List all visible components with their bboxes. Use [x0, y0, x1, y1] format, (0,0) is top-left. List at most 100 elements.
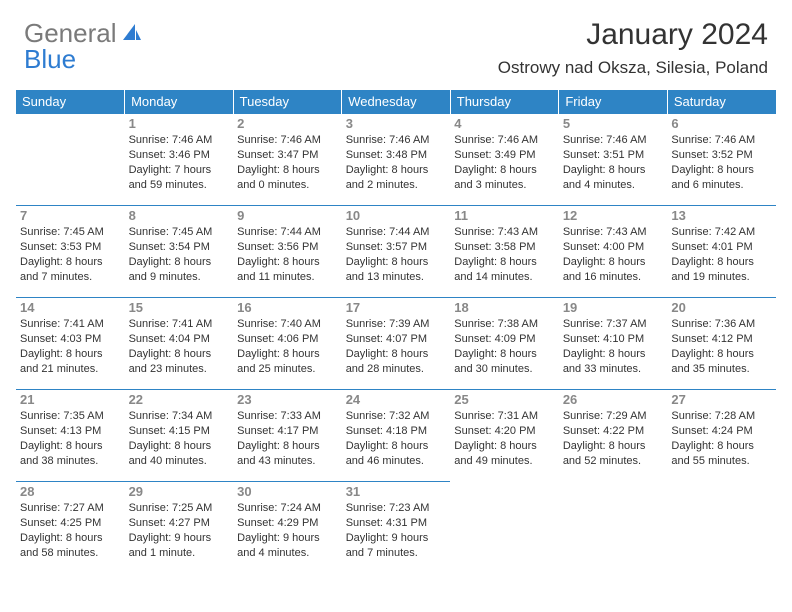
day-header: Saturday: [667, 90, 776, 114]
calendar-cell: 23 Sunrise: 7:33 AMSunset: 4:17 PMDayligh…: [233, 390, 342, 482]
day-info: Sunrise: 7:40 AMSunset: 4:06 PMDaylight:…: [237, 317, 338, 376]
day-header: Monday: [125, 90, 234, 114]
calendar-cell: 10 Sunrise: 7:44 AMSunset: 3:57 PMDayligh…: [342, 206, 451, 298]
day-number: 19: [563, 300, 664, 315]
day-number: 2: [237, 116, 338, 131]
calendar-cell: 6 Sunrise: 7:46 AMSunset: 3:52 PMDaylight…: [667, 114, 776, 206]
calendar-cell: 1Sunrise: 7:46 AMSunset: 3:46 PMDaylight…: [125, 114, 234, 206]
calendar-cell: 20 Sunrise: 7:36 AMSunset: 4:12 PMDayligh…: [667, 298, 776, 390]
day-info: Sunrise: 7:23 AMSunset: 4:31 PMDaylight:…: [346, 501, 447, 560]
calendar-cell: 15 Sunrise: 7:41 AMSunset: 4:04 PMDayligh…: [125, 298, 234, 390]
day-info: Sunrise: 7:28 AMSunset: 4:24 PMDaylight:…: [671, 409, 772, 468]
day-header: Friday: [559, 90, 668, 114]
calendar-cell: 28Sunrise: 7:27 AMSunset: 4:25 PMDayligh…: [16, 482, 125, 574]
day-info: Sunrise: 7:24 AMSunset: 4:29 PMDaylight:…: [237, 501, 338, 560]
calendar-cell: 25Sunrise: 7:31 AMSunset: 4:20 PMDayligh…: [450, 390, 559, 482]
day-info: Sunrise: 7:44 AMSunset: 3:56 PMDaylight:…: [237, 225, 338, 284]
day-info: Sunrise: 7:41 AMSunset: 4:04 PMDaylight:…: [129, 317, 230, 376]
calendar-table: SundayMondayTuesdayWednesdayThursdayFrid…: [16, 90, 776, 574]
day-info: Sunrise: 7:27 AMSunset: 4:25 PMDaylight:…: [20, 501, 121, 560]
day-number: 23: [237, 392, 338, 407]
day-number: 15: [129, 300, 230, 315]
calendar-cell: 26Sunrise: 7:29 AMSunset: 4:22 PMDayligh…: [559, 390, 668, 482]
calendar-cell: [667, 482, 776, 574]
day-header: Sunday: [16, 90, 125, 114]
day-info: Sunrise: 7:43 AMSunset: 4:00 PMDaylight:…: [563, 225, 664, 284]
day-number: 8: [129, 208, 230, 223]
calendar-cell: 27 Sunrise: 7:28 AMSunset: 4:24 PMDayligh…: [667, 390, 776, 482]
calendar-head: SundayMondayTuesdayWednesdayThursdayFrid…: [16, 90, 776, 114]
day-number: 10: [346, 208, 447, 223]
calendar-row: 7 Sunrise: 7:45 AMSunset: 3:53 PMDaylight…: [16, 206, 776, 298]
calendar-cell: 18 Sunrise: 7:38 AMSunset: 4:09 PMDayligh…: [450, 298, 559, 390]
title-block: January 2024 Ostrowy nad Oksza, Silesia,…: [498, 18, 768, 78]
calendar-cell: 31 Sunrise: 7:23 AMSunset: 4:31 PMDayligh…: [342, 482, 451, 574]
calendar-cell: 3 Sunrise: 7:46 AMSunset: 3:48 PMDaylight…: [342, 114, 451, 206]
day-info: Sunrise: 7:46 AMSunset: 3:51 PMDaylight:…: [563, 133, 664, 192]
day-header: Wednesday: [342, 90, 451, 114]
calendar-row: 14 Sunrise: 7:41 AMSunset: 4:03 PMDayligh…: [16, 298, 776, 390]
day-info: Sunrise: 7:34 AMSunset: 4:15 PMDaylight:…: [129, 409, 230, 468]
day-number: 6: [671, 116, 772, 131]
day-number: 27: [671, 392, 772, 407]
calendar-cell: 7 Sunrise: 7:45 AMSunset: 3:53 PMDaylight…: [16, 206, 125, 298]
day-number: 12: [563, 208, 664, 223]
day-number: 21: [20, 392, 121, 407]
calendar-cell: 13 Sunrise: 7:42 AMSunset: 4:01 PMDayligh…: [667, 206, 776, 298]
day-number: 11: [454, 208, 555, 223]
calendar-body: 1Sunrise: 7:46 AMSunset: 3:46 PMDaylight…: [16, 114, 776, 574]
calendar-cell: [559, 482, 668, 574]
day-info: Sunrise: 7:46 AMSunset: 3:48 PMDaylight:…: [346, 133, 447, 192]
calendar-cell: 11 Sunrise: 7:43 AMSunset: 3:58 PMDayligh…: [450, 206, 559, 298]
calendar-cell: [16, 114, 125, 206]
day-number: 26: [563, 392, 664, 407]
calendar-cell: 22Sunrise: 7:34 AMSunset: 4:15 PMDayligh…: [125, 390, 234, 482]
day-number: 4: [454, 116, 555, 131]
day-info: Sunrise: 7:41 AMSunset: 4:03 PMDaylight:…: [20, 317, 121, 376]
day-info: Sunrise: 7:38 AMSunset: 4:09 PMDaylight:…: [454, 317, 555, 376]
month-title: January 2024: [498, 18, 768, 52]
day-number: 30: [237, 484, 338, 499]
calendar-row: 1Sunrise: 7:46 AMSunset: 3:46 PMDaylight…: [16, 114, 776, 206]
calendar-cell: 8 Sunrise: 7:45 AMSunset: 3:54 PMDaylight…: [125, 206, 234, 298]
day-number: 1: [129, 116, 230, 131]
day-info: Sunrise: 7:46 AMSunset: 3:49 PMDaylight:…: [454, 133, 555, 192]
calendar-cell: 19Sunrise: 7:37 AMSunset: 4:10 PMDayligh…: [559, 298, 668, 390]
day-number: 13: [671, 208, 772, 223]
calendar-cell: [450, 482, 559, 574]
day-info: Sunrise: 7:32 AMSunset: 4:18 PMDaylight:…: [346, 409, 447, 468]
calendar-cell: 21 Sunrise: 7:35 AMSunset: 4:13 PMDayligh…: [16, 390, 125, 482]
day-info: Sunrise: 7:43 AMSunset: 3:58 PMDaylight:…: [454, 225, 555, 284]
calendar-cell: 24Sunrise: 7:32 AMSunset: 4:18 PMDayligh…: [342, 390, 451, 482]
day-info: Sunrise: 7:39 AMSunset: 4:07 PMDaylight:…: [346, 317, 447, 376]
day-info: Sunrise: 7:35 AMSunset: 4:13 PMDaylight:…: [20, 409, 121, 468]
day-info: Sunrise: 7:31 AMSunset: 4:20 PMDaylight:…: [454, 409, 555, 468]
calendar-cell: 5 Sunrise: 7:46 AMSunset: 3:51 PMDaylight…: [559, 114, 668, 206]
day-number: 7: [20, 208, 121, 223]
day-info: Sunrise: 7:45 AMSunset: 3:53 PMDaylight:…: [20, 225, 121, 284]
calendar-cell: 9 Sunrise: 7:44 AMSunset: 3:56 PMDaylight…: [233, 206, 342, 298]
day-info: Sunrise: 7:42 AMSunset: 4:01 PMDaylight:…: [671, 225, 772, 284]
calendar-cell: 14 Sunrise: 7:41 AMSunset: 4:03 PMDayligh…: [16, 298, 125, 390]
day-number: 18: [454, 300, 555, 315]
day-info: Sunrise: 7:44 AMSunset: 3:57 PMDaylight:…: [346, 225, 447, 284]
day-info: Sunrise: 7:36 AMSunset: 4:12 PMDaylight:…: [671, 317, 772, 376]
day-info: Sunrise: 7:25 AMSunset: 4:27 PMDaylight:…: [129, 501, 230, 560]
day-info: Sunrise: 7:33 AMSunset: 4:17 PMDaylight:…: [237, 409, 338, 468]
day-number: 3: [346, 116, 447, 131]
day-number: 31: [346, 484, 447, 499]
calendar-cell: 30 Sunrise: 7:24 AMSunset: 4:29 PMDayligh…: [233, 482, 342, 574]
day-number: 29: [129, 484, 230, 499]
day-number: 20: [671, 300, 772, 315]
day-info: Sunrise: 7:46 AMSunset: 3:52 PMDaylight:…: [671, 133, 772, 192]
calendar-cell: 29 Sunrise: 7:25 AMSunset: 4:27 PMDayligh…: [125, 482, 234, 574]
day-number: 5: [563, 116, 664, 131]
logo-sail-icon: [121, 22, 143, 44]
day-header: Tuesday: [233, 90, 342, 114]
day-header: Thursday: [450, 90, 559, 114]
day-number: 14: [20, 300, 121, 315]
calendar-row: 21 Sunrise: 7:35 AMSunset: 4:13 PMDayligh…: [16, 390, 776, 482]
day-info: Sunrise: 7:45 AMSunset: 3:54 PMDaylight:…: [129, 225, 230, 284]
logo-text-blue: Blue: [24, 44, 76, 75]
day-number: 9: [237, 208, 338, 223]
